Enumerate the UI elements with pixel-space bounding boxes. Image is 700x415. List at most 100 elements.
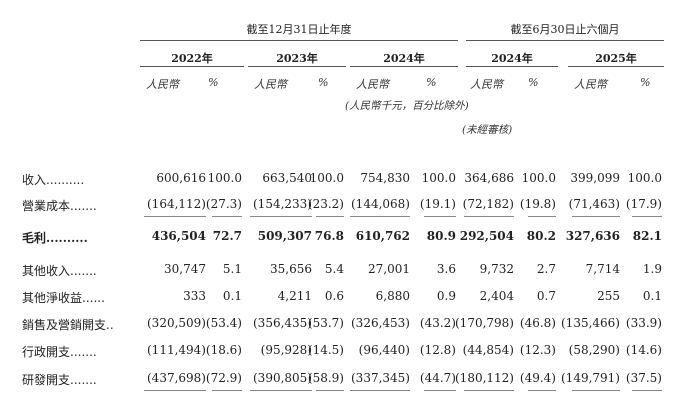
subtotal-line bbox=[572, 216, 620, 217]
row-label: 行政開支....... bbox=[22, 345, 97, 359]
amount-cell: 327,636 bbox=[565, 229, 620, 243]
currency-label: 人民幣 bbox=[254, 78, 287, 91]
subtotal-line bbox=[528, 390, 556, 391]
subtotal-line bbox=[464, 216, 514, 217]
amount-cell: (390,805) bbox=[253, 371, 312, 385]
year-2024-interim: 2024年 bbox=[491, 52, 533, 65]
amount-cell: (320,509) bbox=[147, 316, 206, 330]
percent-cell: 5.1 bbox=[222, 262, 242, 276]
group-header-interim: 截至6月30日止六個月 bbox=[510, 23, 620, 36]
year-underline bbox=[350, 66, 458, 67]
currency-label: 人民幣 bbox=[146, 78, 179, 91]
amount-cell: (44,854) bbox=[462, 343, 514, 357]
amount-cell: (135,466) bbox=[561, 316, 620, 330]
percent-cell: 80.9 bbox=[426, 229, 456, 243]
percent-cell: (58.9) bbox=[307, 371, 344, 385]
amount-cell: 364,686 bbox=[464, 171, 514, 185]
amount-cell: 9,732 bbox=[479, 262, 514, 276]
subtotal-line bbox=[350, 390, 410, 391]
amount-cell: 292,504 bbox=[459, 229, 514, 243]
amount-cell: 4,211 bbox=[277, 289, 312, 303]
amount-cell: (180,112) bbox=[455, 371, 514, 385]
percent-cell: 100.0 bbox=[521, 171, 556, 185]
subtotal-line bbox=[250, 390, 312, 391]
percent-cell: 0.9 bbox=[436, 289, 456, 303]
percent-cell: 0.1 bbox=[222, 289, 242, 303]
percent-cell: (43.2) bbox=[419, 316, 456, 330]
percent-cell: 100.0 bbox=[627, 171, 662, 185]
subtotal-line bbox=[316, 216, 344, 217]
percent-cell: 0.1 bbox=[642, 289, 662, 303]
amount-cell: (356,435) bbox=[253, 316, 312, 330]
percent-cell: 2.7 bbox=[536, 262, 556, 276]
subtotal-line bbox=[424, 216, 456, 217]
percent-cell: (19.8) bbox=[519, 197, 556, 211]
percent-cell: (12.3) bbox=[519, 343, 556, 357]
amount-cell: 754,830 bbox=[360, 171, 410, 185]
amount-cell: 663,540 bbox=[262, 171, 312, 185]
row-label: 營業成本....... bbox=[22, 199, 97, 213]
amount-cell: 399,099 bbox=[570, 171, 620, 185]
amount-cell: (337,345) bbox=[351, 371, 410, 385]
subtotal-line bbox=[632, 390, 662, 391]
year-underline bbox=[248, 66, 346, 67]
percent-label: % bbox=[640, 76, 651, 89]
currency-label: 人民幣 bbox=[574, 78, 607, 91]
amount-cell: (95,928) bbox=[260, 343, 312, 357]
percent-label: % bbox=[528, 76, 539, 89]
subtotal-line bbox=[316, 390, 344, 391]
subtotal-line bbox=[350, 216, 410, 217]
year-2023: 2023年 bbox=[276, 52, 318, 65]
amount-cell: 509,307 bbox=[257, 229, 312, 243]
percent-cell: 80.2 bbox=[526, 229, 556, 243]
percent-label: % bbox=[426, 76, 437, 89]
amount-cell: 333 bbox=[183, 289, 206, 303]
year-2022: 2022年 bbox=[171, 52, 213, 65]
percent-cell: 100.0 bbox=[309, 171, 344, 185]
amount-cell: (164,112) bbox=[147, 197, 206, 211]
percent-cell: (18.6) bbox=[205, 343, 242, 357]
amount-cell: (170,798) bbox=[455, 316, 514, 330]
row-label: 銷售及營銷開支.. bbox=[22, 318, 114, 332]
amount-cell: (72,182) bbox=[462, 197, 514, 211]
amount-cell: 600,616 bbox=[156, 171, 206, 185]
amount-cell: (144,068) bbox=[351, 197, 410, 211]
percent-cell: (49.4) bbox=[519, 371, 556, 385]
amount-cell: (154,233) bbox=[253, 197, 312, 211]
amount-cell: 255 bbox=[597, 289, 620, 303]
percent-cell: (53.4) bbox=[205, 316, 242, 330]
group-header-annual: 截至12月31日止年度 bbox=[246, 23, 352, 36]
percent-cell: (72.9) bbox=[205, 371, 242, 385]
amount-cell: (437,698) bbox=[147, 371, 206, 385]
subtotal-line bbox=[632, 216, 662, 217]
year-2024: 2024年 bbox=[383, 52, 425, 65]
subtotal-line bbox=[464, 390, 514, 391]
row-label: 其他淨收益...... bbox=[22, 291, 105, 305]
percent-cell: (46.8) bbox=[519, 316, 556, 330]
year-underline bbox=[568, 66, 664, 67]
amount-cell: 7,714 bbox=[585, 262, 620, 276]
amount-cell: (71,463) bbox=[568, 197, 620, 211]
subtotal-line bbox=[144, 216, 206, 217]
percent-cell: 82.1 bbox=[632, 229, 662, 243]
percent-cell: (37.5) bbox=[625, 371, 662, 385]
subtotal-line bbox=[424, 390, 456, 391]
percent-cell: 5.4 bbox=[324, 262, 344, 276]
year-underline bbox=[140, 66, 244, 67]
percent-label: % bbox=[318, 76, 329, 89]
percent-cell: (27.3) bbox=[205, 197, 242, 211]
percent-cell: 100.0 bbox=[421, 171, 456, 185]
subtotal-line bbox=[212, 216, 242, 217]
group-underline-interim bbox=[466, 40, 664, 41]
unit-note: (人民幣千元，百分比除外) bbox=[345, 100, 469, 112]
percent-cell: (44.7) bbox=[419, 371, 456, 385]
subtotal-line bbox=[528, 216, 556, 217]
percent-cell: (23.2) bbox=[307, 197, 344, 211]
row-label: 其他收入....... bbox=[22, 264, 97, 278]
subtotal-line bbox=[212, 390, 242, 391]
percent-cell: (14.5) bbox=[307, 343, 344, 357]
row-label: 毛利.......... bbox=[22, 231, 88, 245]
subtotal-line bbox=[572, 390, 620, 391]
percent-cell: 3.6 bbox=[436, 262, 456, 276]
